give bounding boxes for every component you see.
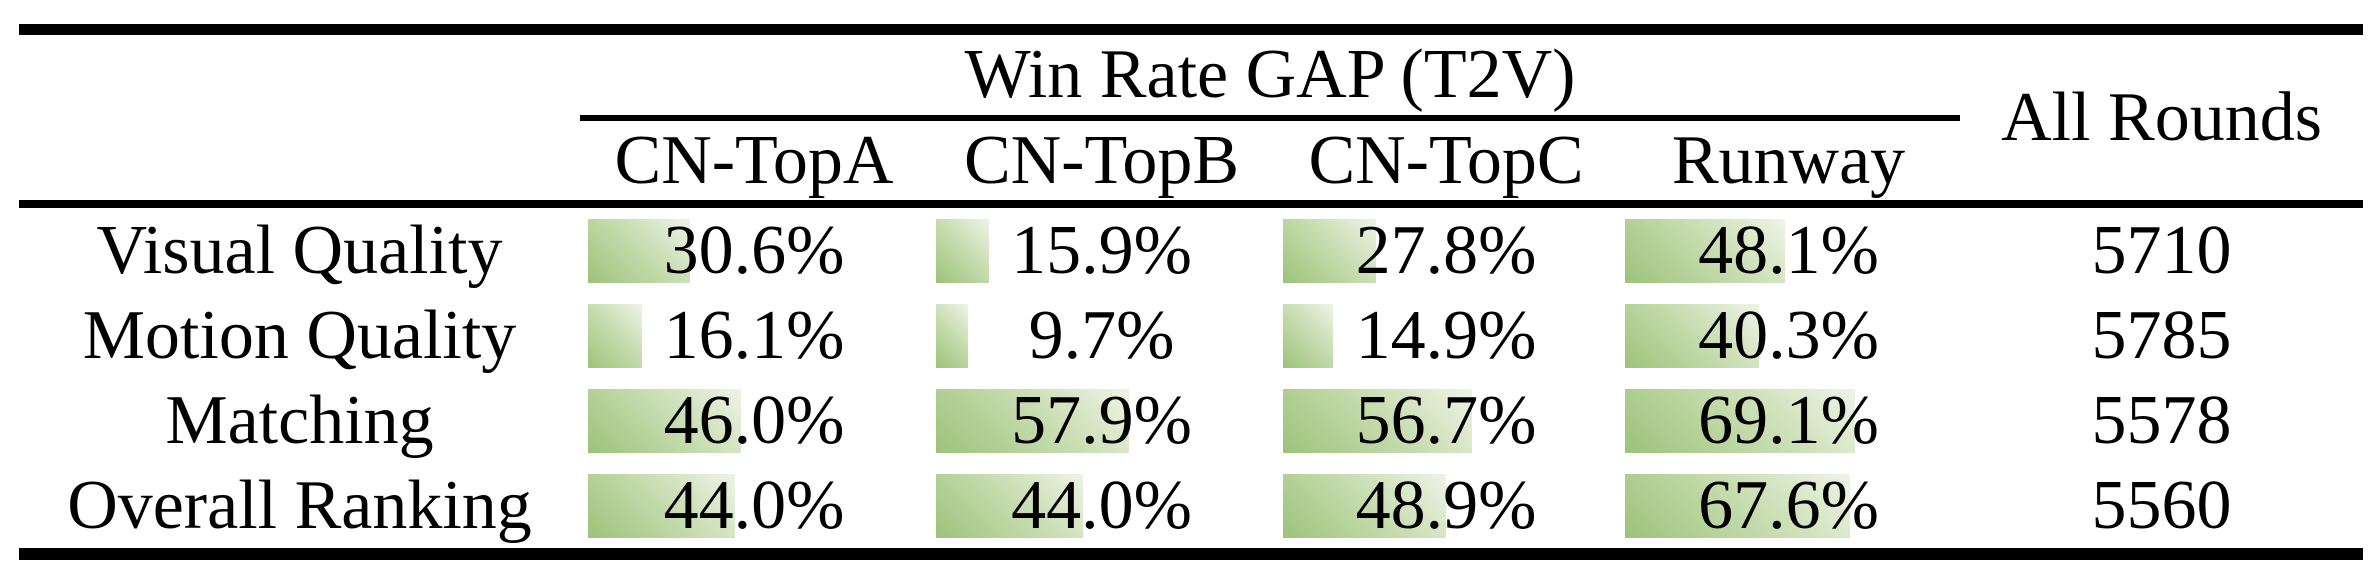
win-rate-value: 48.9%	[1355, 466, 1537, 544]
row-label-cell: Matching	[19, 378, 580, 463]
win-rate-bar	[1283, 473, 1446, 538]
win-rate-value: 30.6%	[663, 211, 845, 289]
column-header-label: CN-TopA	[614, 121, 894, 199]
column-header-cn-topc: CN-TopC	[1275, 118, 1617, 208]
value-cell: 46.0%	[580, 378, 928, 463]
value-cell: 57.9%	[928, 378, 1275, 463]
win-rate-value: 57.9%	[1011, 381, 1192, 459]
win-rate-value: 15.9%	[1011, 211, 1192, 289]
all-rounds-cell: 5578	[1960, 378, 2363, 463]
win-rate-value: 27.8%	[1355, 211, 1537, 289]
value-cell: 48.1%	[1617, 204, 1960, 293]
all-rounds-header-cell: All Rounds	[1960, 29, 2364, 208]
win-rate-value: 44.0%	[663, 466, 845, 544]
row-label: Motion Quality	[82, 296, 517, 374]
value-cell: 16.1%	[580, 293, 928, 378]
corner-empty-cell	[19, 29, 580, 208]
win-rate-bar	[936, 218, 989, 283]
win-rate-value: 14.9%	[1355, 296, 1537, 374]
value-cell: 44.0%	[928, 463, 1275, 554]
win-rate-table: Win Rate GAP (T2V) All Rounds CN-TopA CN…	[19, 24, 2364, 560]
row-label-cell: Motion Quality	[19, 293, 580, 378]
table-row: Motion Quality 16.1% 9.7% 14.9% 40.3% 57…	[19, 293, 2363, 378]
value-cell: 9.7%	[928, 293, 1275, 378]
value-cell: 44.0%	[580, 463, 928, 554]
column-header-cn-topb: CN-TopB	[928, 118, 1275, 208]
win-rate-bar	[1625, 473, 1850, 538]
column-header-label: CN-TopB	[963, 121, 1240, 199]
value-cell: 40.3%	[1617, 293, 1960, 378]
header-row-models: CN-TopA CN-TopB CN-TopC Runway	[19, 118, 2363, 208]
table-body: Visual Quality 30.6% 15.9% 27.8% 48.1% 5…	[19, 204, 2363, 554]
win-rate-bar	[1283, 388, 1472, 453]
all-rounds-cell: 5560	[1960, 463, 2363, 554]
group-title-cell: Win Rate GAP (T2V)	[580, 29, 1961, 121]
all-rounds-value: 5710	[2091, 211, 2232, 289]
win-rate-value: 67.6%	[1698, 466, 1879, 544]
row-label: Visual Quality	[96, 211, 503, 289]
win-rate-bar	[588, 303, 642, 368]
win-rate-value: 56.7%	[1355, 381, 1537, 459]
all-rounds-value: 5785	[2091, 296, 2232, 374]
win-rate-value: 9.7%	[1028, 296, 1175, 374]
win-rate-value: 44.0%	[1011, 466, 1192, 544]
value-cell: 67.6%	[1617, 463, 1960, 554]
value-cell: 48.9%	[1275, 463, 1617, 554]
all-rounds-value: 5560	[2091, 466, 2232, 544]
all-rounds-header: All Rounds	[2001, 78, 2322, 156]
win-rate-bar	[936, 473, 1083, 538]
win-rate-value: 16.1%	[663, 296, 845, 374]
row-label: Matching	[165, 381, 434, 459]
win-rate-bar	[588, 388, 741, 453]
table-row: Matching 46.0% 57.9% 56.7% 69.1% 5578	[19, 378, 2363, 463]
win-rate-value: 69.1%	[1698, 381, 1879, 459]
value-cell: 27.8%	[1275, 204, 1617, 293]
value-cell: 14.9%	[1275, 293, 1617, 378]
header-row-group: Win Rate GAP (T2V) All Rounds	[19, 29, 2364, 208]
win-rate-bar	[1625, 303, 1759, 368]
win-rate-bar	[1625, 388, 1855, 453]
win-rate-value: 46.0%	[663, 381, 845, 459]
row-label-cell: Visual Quality	[19, 204, 580, 293]
column-header-runway: Runway	[1617, 118, 1961, 208]
win-rate-bar	[588, 218, 690, 283]
column-header-cn-topa: CN-TopA	[580, 118, 928, 208]
row-label: Overall Ranking	[67, 466, 532, 544]
column-header-label: CN-TopC	[1308, 121, 1584, 199]
all-rounds-value: 5578	[2091, 381, 2232, 459]
table-row: Visual Quality 30.6% 15.9% 27.8% 48.1% 5…	[19, 204, 2363, 293]
win-rate-value: 48.1%	[1698, 211, 1879, 289]
win-rate-bar	[1283, 303, 1333, 368]
win-rate-bar	[936, 303, 968, 368]
value-cell: 69.1%	[1617, 378, 1960, 463]
all-rounds-cell: 5785	[1960, 293, 2363, 378]
win-rate-bar	[1625, 218, 1785, 283]
group-title: Win Rate GAP (T2V)	[964, 36, 1576, 113]
all-rounds-cell: 5710	[1960, 204, 2363, 293]
win-rate-bar	[588, 473, 735, 538]
value-cell: 15.9%	[928, 204, 1275, 293]
win-rate-bar	[936, 388, 1129, 453]
row-label-cell: Overall Ranking	[19, 463, 580, 554]
win-rate-value: 40.3%	[1698, 296, 1879, 374]
win-rate-bar	[1283, 218, 1376, 283]
value-cell: 56.7%	[1275, 378, 1617, 463]
table-row: Overall Ranking 44.0% 44.0% 48.9% 67.6% …	[19, 463, 2363, 554]
column-header-label: Runway	[1671, 121, 1906, 199]
value-cell: 30.6%	[580, 204, 928, 293]
